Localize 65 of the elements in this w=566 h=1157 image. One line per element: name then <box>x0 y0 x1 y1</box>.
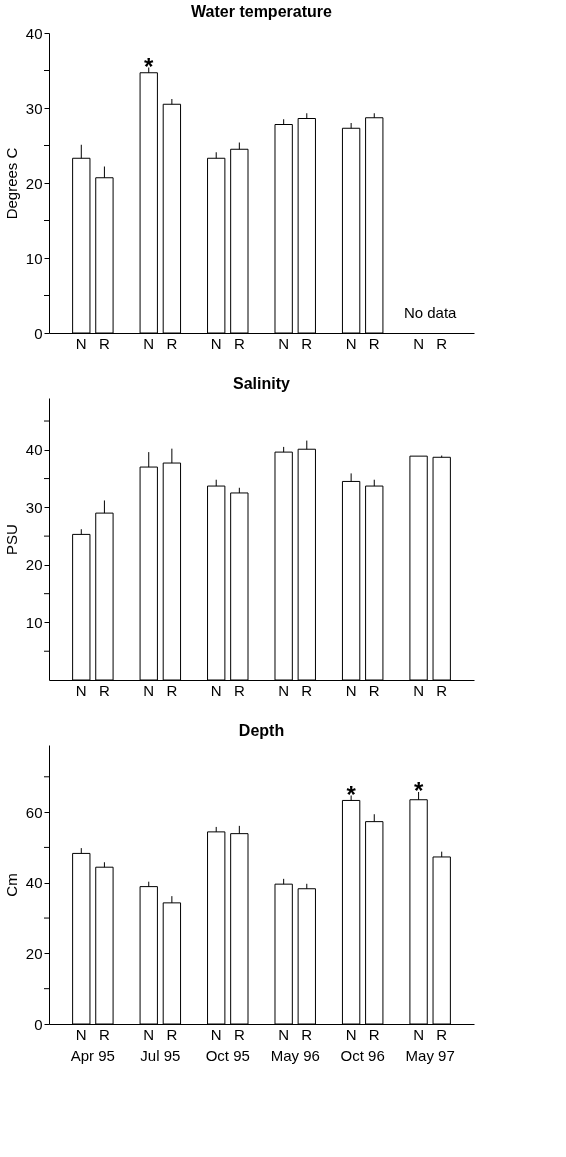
text: N <box>345 335 357 352</box>
chart-title: Water temperature <box>191 3 332 20</box>
text: N <box>278 1026 290 1043</box>
x-tick-label: Oct 96 <box>340 1046 385 1064</box>
text: R <box>233 1026 245 1043</box>
x-tick-label: May 96 <box>270 1046 320 1064</box>
y-tick-label: 0 <box>34 1015 43 1033</box>
y-tick-label: 20 <box>25 944 43 962</box>
y-tick-label: 30 <box>25 99 43 117</box>
text: N <box>143 1026 155 1043</box>
y-tick-label: 20 <box>25 556 43 574</box>
text: N <box>413 682 425 699</box>
text: R <box>436 1026 448 1043</box>
text: R <box>166 335 178 352</box>
y-tick-label: 20 <box>25 174 43 192</box>
text: N <box>210 335 222 352</box>
annotation: * <box>346 780 357 808</box>
series-label: R <box>98 1026 110 1043</box>
annotation: No data <box>403 304 458 321</box>
y-axis-title: PSU <box>2 524 20 555</box>
text: N <box>413 1026 425 1043</box>
text: R <box>166 682 178 699</box>
text: R <box>436 335 448 352</box>
y-tick-label: 10 <box>25 613 43 631</box>
text: N <box>345 682 357 699</box>
text: N <box>345 1026 357 1043</box>
text: R <box>436 682 448 699</box>
x-tick-label: Oct 95 <box>205 1046 250 1064</box>
text: N <box>143 682 155 699</box>
y-tick-label: 40 <box>25 874 43 892</box>
series-label: R <box>98 335 110 352</box>
y-tick-label: 40 <box>25 24 43 42</box>
text: N <box>413 335 425 352</box>
series-label: N <box>75 1026 87 1043</box>
text: N <box>210 1026 222 1043</box>
y-tick-label: 30 <box>25 498 43 516</box>
text: R <box>233 682 245 699</box>
text: N <box>278 682 290 699</box>
chart-title: Depth <box>238 722 285 739</box>
text: R <box>368 1026 380 1043</box>
x-tick-label: Jul 95 <box>140 1046 181 1064</box>
x-tick-label: May 97 <box>405 1046 455 1064</box>
series-label: R <box>98 682 110 699</box>
text: N <box>278 335 290 352</box>
text: R <box>166 1026 178 1043</box>
y-tick-label: 60 <box>25 803 43 821</box>
text: R <box>368 682 380 699</box>
series-label: N <box>75 682 87 699</box>
text: R <box>301 682 313 699</box>
chart-title: Salinity <box>233 375 291 392</box>
series-label: N <box>75 335 87 352</box>
text: N <box>210 682 222 699</box>
annotation: * <box>144 52 155 80</box>
text: R <box>301 1026 313 1043</box>
x-tick-label: Apr 95 <box>70 1046 115 1064</box>
y-tick-label: 40 <box>25 441 43 459</box>
y-axis-title: Degrees C <box>2 147 20 220</box>
annotation: * <box>413 776 424 804</box>
text: R <box>368 335 380 352</box>
text: R <box>233 335 245 352</box>
y-tick-label: 10 <box>25 249 43 267</box>
text: N <box>143 335 155 352</box>
text: R <box>301 335 313 352</box>
y-axis-title: Cm <box>2 873 20 897</box>
y-tick-label: 0 <box>34 324 43 342</box>
